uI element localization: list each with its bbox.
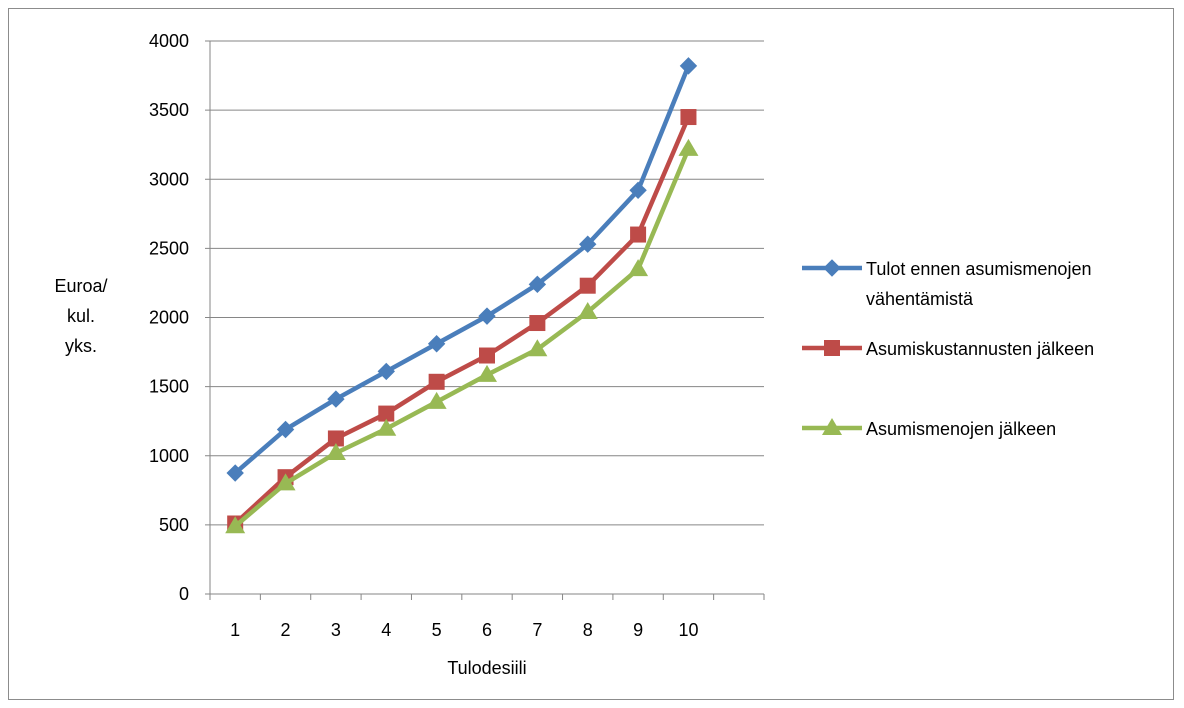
axes: 0 500 1000 1500 2000 2500 3000 3500 4000 1 2 3 4 5 6 7 8… bbox=[149, 31, 765, 640]
data-point-square bbox=[378, 405, 395, 422]
data-point-square bbox=[428, 373, 445, 390]
data-point-triangle bbox=[426, 391, 447, 409]
chart-frame bbox=[8, 8, 1174, 700]
y-axis-title-line: kul. bbox=[67, 306, 95, 326]
x-tick-label: 5 bbox=[432, 620, 442, 640]
y-axis-title-line: Euroa/ bbox=[54, 276, 107, 296]
y-tick-label: 2500 bbox=[149, 238, 189, 258]
data-point-diamond bbox=[478, 307, 496, 325]
y-tick-label: 3000 bbox=[149, 169, 189, 189]
data-point-triangle bbox=[628, 259, 649, 277]
y-tick-label: 1500 bbox=[149, 377, 189, 397]
data-point-diamond bbox=[377, 362, 395, 381]
x-axis-title: Tulodesiili bbox=[447, 658, 526, 678]
data-point-diamond bbox=[276, 420, 295, 439]
x-tick-label: 6 bbox=[482, 620, 492, 640]
data-point-square bbox=[327, 430, 344, 447]
legend-item-3: Asumismenojen jälkeen bbox=[802, 418, 1056, 439]
x-tick-label: 4 bbox=[381, 620, 391, 640]
data-point-square bbox=[824, 340, 840, 356]
data-point-diamond bbox=[629, 181, 647, 200]
data-point-square bbox=[630, 226, 647, 243]
data-point-diamond bbox=[226, 464, 244, 482]
series-line bbox=[233, 65, 691, 475]
data-point-triangle bbox=[822, 418, 842, 435]
legend-label: Tulot ennen asumismenojen bbox=[866, 259, 1091, 279]
series-2 bbox=[227, 109, 697, 532]
legend-item-1: Tulot ennen asumismenojen vähentämistä bbox=[802, 259, 1091, 309]
data-point-triangle bbox=[275, 473, 296, 491]
series-1 bbox=[226, 57, 698, 482]
y-tick-label: 1000 bbox=[149, 446, 189, 466]
data-point-square bbox=[579, 277, 596, 294]
x-tick-label: 2 bbox=[281, 620, 291, 640]
x-tick-label: 3 bbox=[331, 620, 341, 640]
series-lines bbox=[225, 57, 699, 534]
x-tick-label: 10 bbox=[678, 620, 698, 640]
legend-label: vähentämistä bbox=[866, 289, 974, 309]
x-tick-label: 9 bbox=[633, 620, 643, 640]
data-point-square bbox=[529, 315, 546, 332]
data-point-diamond bbox=[579, 235, 597, 253]
data-point-diamond bbox=[327, 390, 345, 408]
x-tick-label: 7 bbox=[532, 620, 542, 640]
y-tick-label: 2000 bbox=[149, 308, 189, 328]
data-point-square bbox=[680, 109, 697, 126]
series-line bbox=[233, 147, 691, 528]
y-tick-label: 4000 bbox=[149, 31, 189, 51]
data-point-diamond bbox=[427, 335, 446, 353]
data-point-triangle bbox=[477, 364, 497, 382]
data-point-diamond bbox=[823, 259, 841, 277]
data-point-triangle bbox=[577, 301, 598, 319]
data-point-triangle bbox=[225, 516, 246, 534]
y-tick-label: 0 bbox=[179, 584, 189, 604]
legend: Tulot ennen asumismenojen vähentämistä Asu… bbox=[802, 259, 1094, 439]
x-tick-label: 8 bbox=[583, 620, 593, 640]
x-tick-label: 1 bbox=[230, 620, 240, 640]
data-point-square bbox=[479, 347, 495, 364]
series-3 bbox=[225, 138, 699, 534]
legend-label: Asumismenojen jälkeen bbox=[866, 419, 1056, 439]
data-point-diamond bbox=[528, 275, 547, 294]
series-line bbox=[233, 116, 691, 526]
data-point-triangle bbox=[325, 442, 346, 460]
y-tick-label: 3500 bbox=[149, 100, 189, 120]
y-tick-label: 500 bbox=[159, 515, 189, 535]
legend-label: Asumiskustannusten jälkeen bbox=[866, 339, 1094, 359]
data-point-triangle bbox=[527, 339, 548, 357]
data-point-triangle bbox=[678, 138, 699, 156]
y-axis-title: Euroa/kul. yks. bbox=[54, 276, 107, 356]
y-axis-title-line: yks. bbox=[65, 336, 97, 356]
legend-item-2: Asumiskustannusten jälkeen bbox=[802, 339, 1094, 359]
data-point-diamond bbox=[679, 57, 698, 75]
data-point-triangle bbox=[376, 418, 397, 436]
